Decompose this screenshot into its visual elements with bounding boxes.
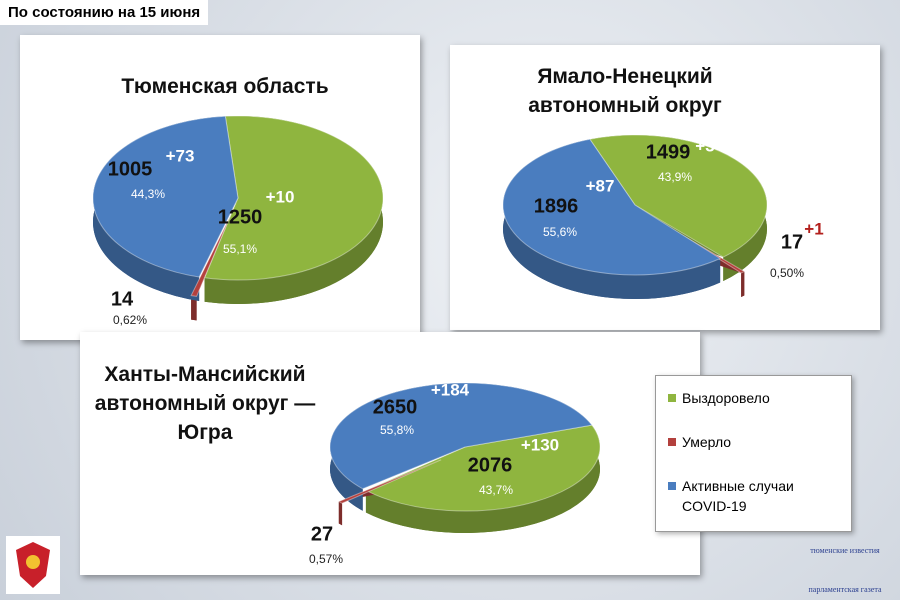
increment-label: +87	[586, 176, 615, 195]
chart-title: Ямало-Ненецкий автономный округ	[528, 65, 722, 117]
legend-swatch	[668, 438, 676, 446]
increment-label: +73	[166, 146, 195, 165]
count-label: 1250	[218, 206, 263, 228]
slice-side	[191, 295, 197, 321]
legend-item: Выздоровело	[668, 388, 838, 408]
count-label: 1896	[534, 195, 579, 217]
chart-title: Ханты-Мансийский автономный округ — Югра	[94, 363, 316, 444]
increment-label: +130	[521, 435, 559, 454]
percent-label: 0,57%	[309, 552, 343, 566]
legend-label: Умерло	[682, 434, 732, 450]
emblem	[6, 536, 60, 594]
slice	[589, 134, 768, 258]
count-label: 2076	[468, 454, 513, 476]
slice-side	[503, 139, 721, 299]
slice	[364, 424, 601, 512]
slice-side	[338, 501, 343, 526]
percent-label: 43,7%	[479, 483, 513, 497]
increment-label: +10	[266, 187, 295, 206]
slice-side	[365, 425, 601, 533]
count-label: 2650	[373, 396, 418, 418]
count-label: 1005	[108, 158, 153, 180]
percent-label: 0,50%	[770, 266, 804, 280]
legend-label: Выздоровело	[682, 390, 770, 406]
slice-side	[741, 271, 745, 297]
percent-label: 0,62%	[113, 313, 147, 327]
slice	[203, 115, 384, 281]
header: По состоянию на 15 июня	[0, 0, 209, 25]
count-label: 14	[111, 288, 134, 310]
legend: Выздоровело Умерло Активные случаи COVID…	[655, 375, 852, 532]
slice-side	[204, 116, 384, 305]
slice	[92, 115, 239, 278]
percent-label: 55,8%	[380, 423, 414, 437]
slice	[190, 216, 231, 297]
chart-title: Тюменская область	[121, 75, 329, 98]
percent-label: 55,1%	[223, 242, 257, 256]
percent-label: 43,9%	[658, 170, 692, 184]
slice-side	[330, 383, 592, 511]
count-label: 17	[781, 231, 803, 253]
count-label: 1499	[646, 141, 691, 163]
slice	[502, 138, 722, 276]
logo-mark: ​	[800, 555, 890, 585]
increment-label: +1	[804, 219, 823, 238]
logo-top: тюменские известия	[810, 546, 880, 555]
percent-label: 55,6%	[543, 225, 577, 239]
count-label: 27	[311, 523, 333, 545]
legend-item: Умерло	[668, 432, 838, 452]
logo-bottom: парламентская газета	[808, 585, 882, 594]
emblem-icon	[16, 542, 50, 588]
legend-label: Активные случаи COVID-19	[682, 478, 794, 514]
increment-label: +184	[431, 380, 470, 399]
slice	[329, 382, 593, 490]
increment-label: +3	[695, 136, 714, 155]
logo: тюменские известия ​ парламентская газет…	[800, 546, 890, 594]
slice	[337, 459, 442, 504]
legend-swatch	[668, 482, 676, 490]
legend-item: Активные случаи COVID-19	[668, 476, 838, 516]
legend-swatch	[668, 394, 676, 402]
percent-label: 44,3%	[131, 187, 165, 201]
